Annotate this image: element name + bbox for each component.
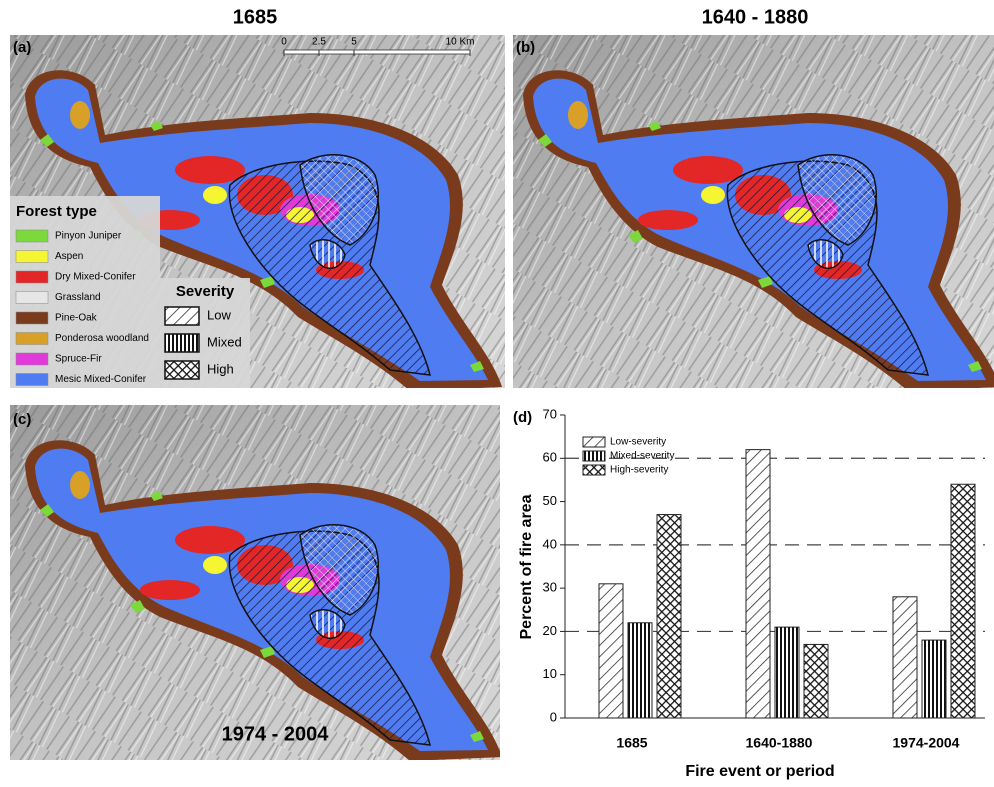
panel-title: 1974 - 2004 — [222, 723, 330, 745]
panel-title: 1685 — [233, 6, 278, 28]
map-panel-b — [508, 35, 994, 395]
legend-label: High — [207, 361, 234, 376]
legend-swatch — [16, 230, 48, 242]
scale-label: 0 — [281, 37, 287, 48]
legend-label: Pinyon Juniper — [55, 231, 122, 242]
bar — [804, 644, 828, 718]
bar — [951, 484, 975, 718]
x-axis-label: Fire event or period — [685, 763, 834, 780]
y-tick-label: 50 — [543, 493, 557, 508]
panel-label: (a) — [13, 39, 31, 56]
legend-title: Forest type — [16, 203, 97, 220]
legend-label: Mixed-severity — [610, 451, 674, 462]
legend-label: Mesic Mixed-Conifer — [55, 374, 147, 385]
legend-label: Low — [207, 307, 231, 322]
legend-swatch — [583, 437, 605, 447]
bar — [746, 450, 770, 718]
x-tick-label: 1974-2004 — [893, 735, 960, 751]
legend-label: Dry Mixed-Conifer — [55, 272, 136, 283]
legend-label: Ponderosa woodland — [55, 333, 149, 344]
legend-swatch — [165, 361, 199, 379]
legend-label: Mixed — [207, 334, 242, 349]
legend-swatch — [583, 451, 605, 461]
legend-swatch — [16, 333, 48, 345]
x-tick-label: 1640-1880 — [746, 735, 813, 751]
y-tick-label: 10 — [543, 666, 557, 681]
legend-title: Severity — [176, 283, 235, 300]
legend-label: Low-severity — [610, 437, 666, 448]
panel-label: (c) — [13, 411, 31, 428]
bar — [599, 584, 623, 718]
bar — [628, 623, 652, 718]
legend-label: High-severity — [610, 465, 668, 476]
y-tick-label: 20 — [543, 623, 557, 638]
map-panel-c — [10, 405, 510, 765]
legend-swatch — [16, 271, 48, 283]
panel-label: (b) — [516, 39, 535, 56]
scale-label: 10 Km — [446, 37, 475, 48]
legend-swatch — [16, 292, 48, 304]
bar — [922, 640, 946, 718]
bar-chart: Percent of fire area Fire event or perio… — [518, 406, 985, 780]
legend-swatch — [165, 307, 199, 325]
y-tick-label: 0 — [550, 709, 557, 724]
legend-swatch — [16, 353, 48, 365]
legend-swatch — [16, 312, 48, 324]
legend-label: Pine-Oak — [55, 313, 98, 324]
scale-label: 2.5 — [312, 37, 326, 48]
legend-swatch — [16, 374, 48, 386]
scale-label: 5 — [351, 37, 357, 48]
y-tick-label: 60 — [543, 450, 557, 465]
y-tick-label: 40 — [543, 536, 557, 551]
bar — [657, 515, 681, 718]
legend-swatch — [165, 334, 199, 352]
legend-swatch — [16, 251, 48, 263]
y-tick-label: 70 — [543, 406, 557, 421]
panel-title: 1640 - 1880 — [702, 6, 809, 28]
legend-swatch — [583, 465, 605, 475]
y-tick-label: 30 — [543, 580, 557, 595]
legend-label: Spruce-Fir — [55, 354, 102, 365]
bar — [893, 597, 917, 718]
legend-label: Aspen — [55, 251, 83, 262]
legend-label: Grassland — [55, 292, 101, 303]
figure: 1685 1640 - 1880 1974 - 2004 (a) (b) (c)… — [0, 0, 994, 782]
bar — [775, 627, 799, 718]
x-tick-label: 1685 — [616, 735, 647, 751]
y-axis-label: Percent of fire area — [518, 494, 535, 639]
panel-label: (d) — [513, 409, 532, 426]
